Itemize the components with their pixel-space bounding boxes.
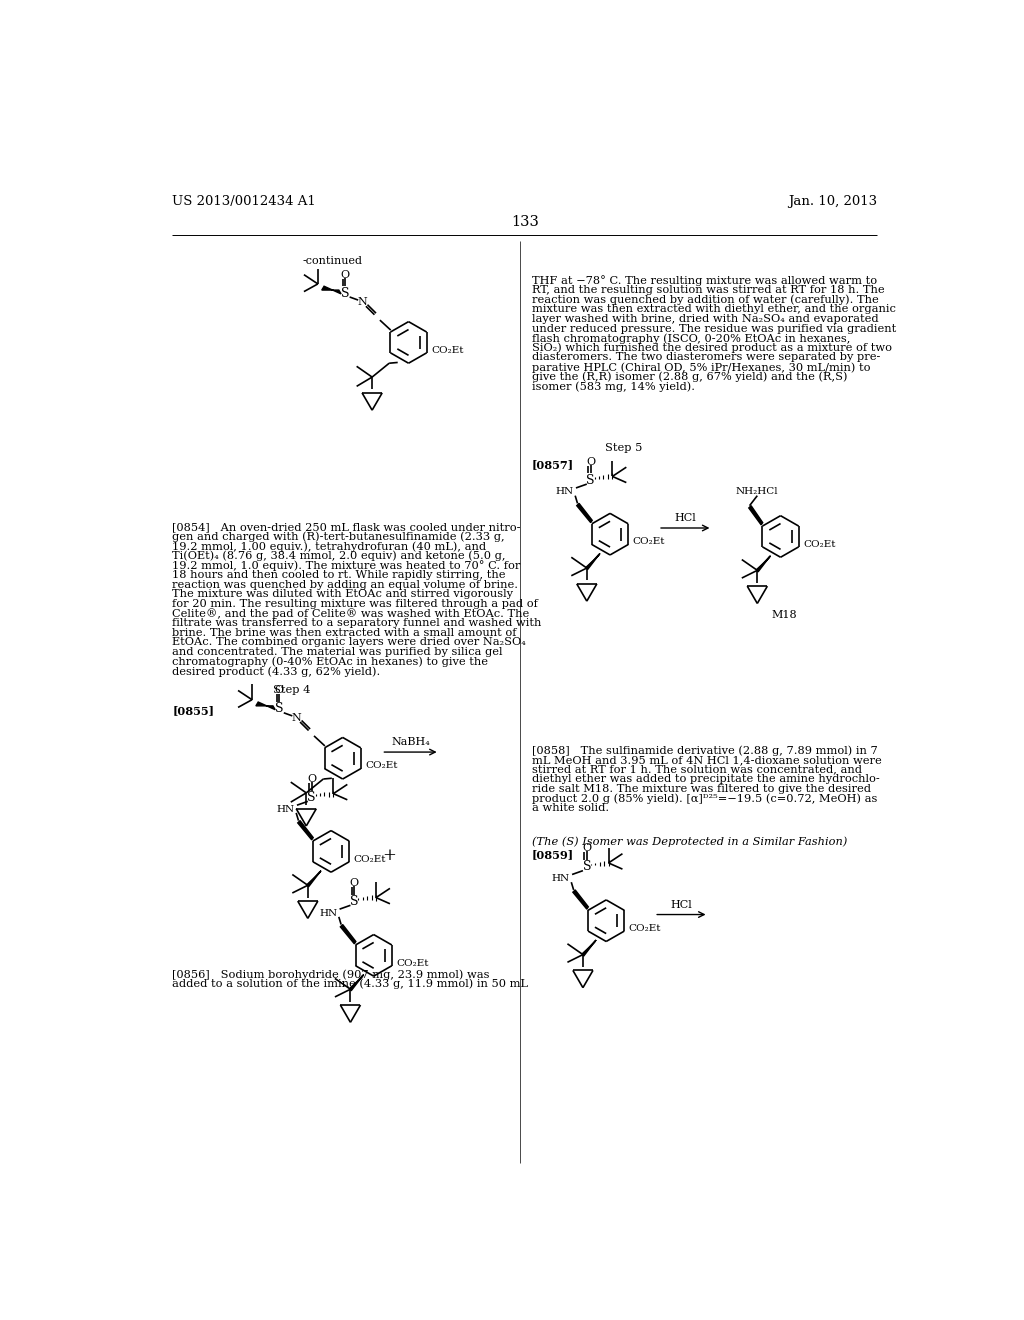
Text: reaction was quenched by adding an equal volume of brine.: reaction was quenched by adding an equal… xyxy=(172,579,518,590)
Text: [0857]: [0857] xyxy=(531,459,573,470)
Text: CO₂Et: CO₂Et xyxy=(431,346,464,355)
Text: THF at −78° C. The resulting mixture was allowed warm to: THF at −78° C. The resulting mixture was… xyxy=(531,276,877,286)
Text: HCl: HCl xyxy=(671,900,692,909)
Text: ride salt M18. The mixture was filtered to give the desired: ride salt M18. The mixture was filtered … xyxy=(531,784,870,793)
Polygon shape xyxy=(577,503,592,523)
Polygon shape xyxy=(307,871,321,887)
Text: diasteromers. The two diasteromers were separated by pre-: diasteromers. The two diasteromers were … xyxy=(531,352,881,363)
Text: NaBH₄: NaBH₄ xyxy=(391,738,430,747)
Text: 19.2 mmol, 1.00 equiv.), tetrahydrofuran (40 mL), and: 19.2 mmol, 1.00 equiv.), tetrahydrofuran… xyxy=(172,541,486,552)
Polygon shape xyxy=(749,506,763,525)
Text: desired product (4.33 g, 62% yield).: desired product (4.33 g, 62% yield). xyxy=(172,667,381,677)
Text: US 2013/0012434 A1: US 2013/0012434 A1 xyxy=(172,195,316,209)
Text: gen and charged with (R)-tert-butanesulfinamide (2.33 g,: gen and charged with (R)-tert-butanesulf… xyxy=(172,532,505,543)
Polygon shape xyxy=(340,924,356,944)
Text: 18 hours and then cooled to rt. While rapidly stirring, the: 18 hours and then cooled to rt. While ra… xyxy=(172,570,506,579)
Text: flash chromatography (ISCO, 0-20% EtOAc in hexanes,: flash chromatography (ISCO, 0-20% EtOAc … xyxy=(531,333,850,343)
Text: O: O xyxy=(583,843,592,853)
Text: and concentrated. The material was purified by silica gel: and concentrated. The material was purif… xyxy=(172,647,503,657)
Text: stirred at RT for 1 h. The solution was concentrated, and: stirred at RT for 1 h. The solution was … xyxy=(531,764,862,775)
Polygon shape xyxy=(757,556,770,572)
Text: N: N xyxy=(291,713,301,723)
Text: 133: 133 xyxy=(511,215,539,228)
Text: diethyl ether was added to precipitate the amine hydrochlo-: diethyl ether was added to precipitate t… xyxy=(531,774,880,784)
Text: CO₂Et: CO₂Et xyxy=(629,924,662,933)
Text: Step 5: Step 5 xyxy=(605,444,643,453)
Text: 19.2 mmol, 1.0 equiv). The mixture was heated to 70° C. for: 19.2 mmol, 1.0 equiv). The mixture was h… xyxy=(172,560,520,572)
Text: mixture was then extracted with diethyl ether, and the organic: mixture was then extracted with diethyl … xyxy=(531,305,896,314)
Text: CO₂Et: CO₂Et xyxy=(353,854,386,863)
Polygon shape xyxy=(583,940,596,956)
Polygon shape xyxy=(572,890,589,909)
Text: chromatography (0-40% EtOAc in hexanes) to give the: chromatography (0-40% EtOAc in hexanes) … xyxy=(172,656,488,667)
Text: [0855]: [0855] xyxy=(172,705,214,715)
Text: HCl: HCl xyxy=(675,513,696,524)
Text: HN: HN xyxy=(555,487,573,496)
Text: [0854]   An oven-dried 250 mL flask was cooled under nitro-: [0854] An oven-dried 250 mL flask was co… xyxy=(172,521,520,532)
Text: Step 4: Step 4 xyxy=(273,685,310,696)
Text: CO₂Et: CO₂Et xyxy=(366,762,397,771)
Text: S: S xyxy=(583,861,591,874)
Polygon shape xyxy=(349,974,364,991)
Text: layer washed with brine, dried with Na₂SO₄ and evaporated: layer washed with brine, dried with Na₂S… xyxy=(531,314,879,323)
Text: M18: M18 xyxy=(772,610,798,619)
Text: reaction was quenched by addition of water (carefully). The: reaction was quenched by addition of wat… xyxy=(531,294,879,305)
Text: added to a solution of the imine (4.33 g, 11.9 mmol) in 50 mL: added to a solution of the imine (4.33 g… xyxy=(172,979,528,990)
Text: +: + xyxy=(382,846,396,863)
Text: EtOAc. The combined organic layers were dried over Na₂SO₄: EtOAc. The combined organic layers were … xyxy=(172,638,526,647)
Text: for 20 min. The resulting mixture was filtered through a pad of: for 20 min. The resulting mixture was fi… xyxy=(172,599,538,609)
Text: isomer (583 mg, 14% yield).: isomer (583 mg, 14% yield). xyxy=(531,381,694,392)
Text: CO₂Et: CO₂Et xyxy=(633,537,665,546)
Text: O: O xyxy=(350,878,358,888)
Text: CO₂Et: CO₂Et xyxy=(396,958,429,968)
Polygon shape xyxy=(298,821,313,840)
Text: Ti(OEt)₄ (8.76 g, 38.4 mmol, 2.0 equiv) and ketone (5.0 g,: Ti(OEt)₄ (8.76 g, 38.4 mmol, 2.0 equiv) … xyxy=(172,550,506,561)
Text: O: O xyxy=(340,269,349,280)
Text: O: O xyxy=(274,685,284,696)
Text: HN: HN xyxy=(276,805,295,813)
Polygon shape xyxy=(586,553,600,570)
Text: (The (S) Isomer was Deprotected in a Similar Fashion): (The (S) Isomer was Deprotected in a Sim… xyxy=(531,836,847,846)
Text: S: S xyxy=(274,702,284,715)
Text: NH₂HCl: NH₂HCl xyxy=(735,487,778,496)
Text: [0858]   The sulfinamide derivative (2.88 g, 7.89 mmol) in 7: [0858] The sulfinamide derivative (2.88 … xyxy=(531,744,878,756)
Text: SiO₂) which furnished the desired product as a mixture of two: SiO₂) which furnished the desired produc… xyxy=(531,343,892,354)
Text: [0856]   Sodium borohydride (907 mg, 23.9 mmol) was: [0856] Sodium borohydride (907 mg, 23.9 … xyxy=(172,969,489,979)
Text: S: S xyxy=(587,474,595,487)
Text: product 2.0 g (85% yield). [α]ᴰ²⁵=−19.5 (c=0.72, MeOH) as: product 2.0 g (85% yield). [α]ᴰ²⁵=−19.5 … xyxy=(531,793,878,804)
Text: Jan. 10, 2013: Jan. 10, 2013 xyxy=(788,195,878,209)
Text: [0859]: [0859] xyxy=(531,849,573,861)
Polygon shape xyxy=(256,702,275,710)
Text: parative HPLC (Chiral OD, 5% iPr/Hexanes, 30 mL/min) to: parative HPLC (Chiral OD, 5% iPr/Hexanes… xyxy=(531,362,870,372)
Text: under reduced pressure. The residue was purified via gradient: under reduced pressure. The residue was … xyxy=(531,323,896,334)
Text: S: S xyxy=(350,895,358,908)
Text: N: N xyxy=(357,297,367,308)
Text: The mixture was diluted with EtOAc and stirred vigorously: The mixture was diluted with EtOAc and s… xyxy=(172,589,513,599)
Text: -continued: -continued xyxy=(302,256,362,267)
Text: brine. The brine was then extracted with a small amount of: brine. The brine was then extracted with… xyxy=(172,628,517,638)
Polygon shape xyxy=(322,286,341,294)
Text: give the (R,R) isomer (2.88 g, 67% yield) and the (R,S): give the (R,R) isomer (2.88 g, 67% yield… xyxy=(531,372,847,383)
Text: HN: HN xyxy=(319,908,337,917)
Text: Celite®, and the pad of Celite® was washed with EtOAc. The: Celite®, and the pad of Celite® was wash… xyxy=(172,609,529,619)
Text: mL MeOH and 3.95 mL of 4N HCl 1,4-dioxane solution were: mL MeOH and 3.95 mL of 4N HCl 1,4-dioxan… xyxy=(531,755,882,764)
Text: O: O xyxy=(586,457,595,467)
Text: filtrate was transferred to a separatory funnel and washed with: filtrate was transferred to a separatory… xyxy=(172,618,542,628)
Text: S: S xyxy=(341,286,349,300)
Text: a white solid.: a white solid. xyxy=(531,803,609,813)
Text: HN: HN xyxy=(552,874,569,883)
Text: S: S xyxy=(307,791,316,804)
Text: CO₂Et: CO₂Et xyxy=(803,540,836,549)
Text: RT, and the resulting solution was stirred at RT for 18 h. The: RT, and the resulting solution was stirr… xyxy=(531,285,885,296)
Text: O: O xyxy=(307,774,316,784)
